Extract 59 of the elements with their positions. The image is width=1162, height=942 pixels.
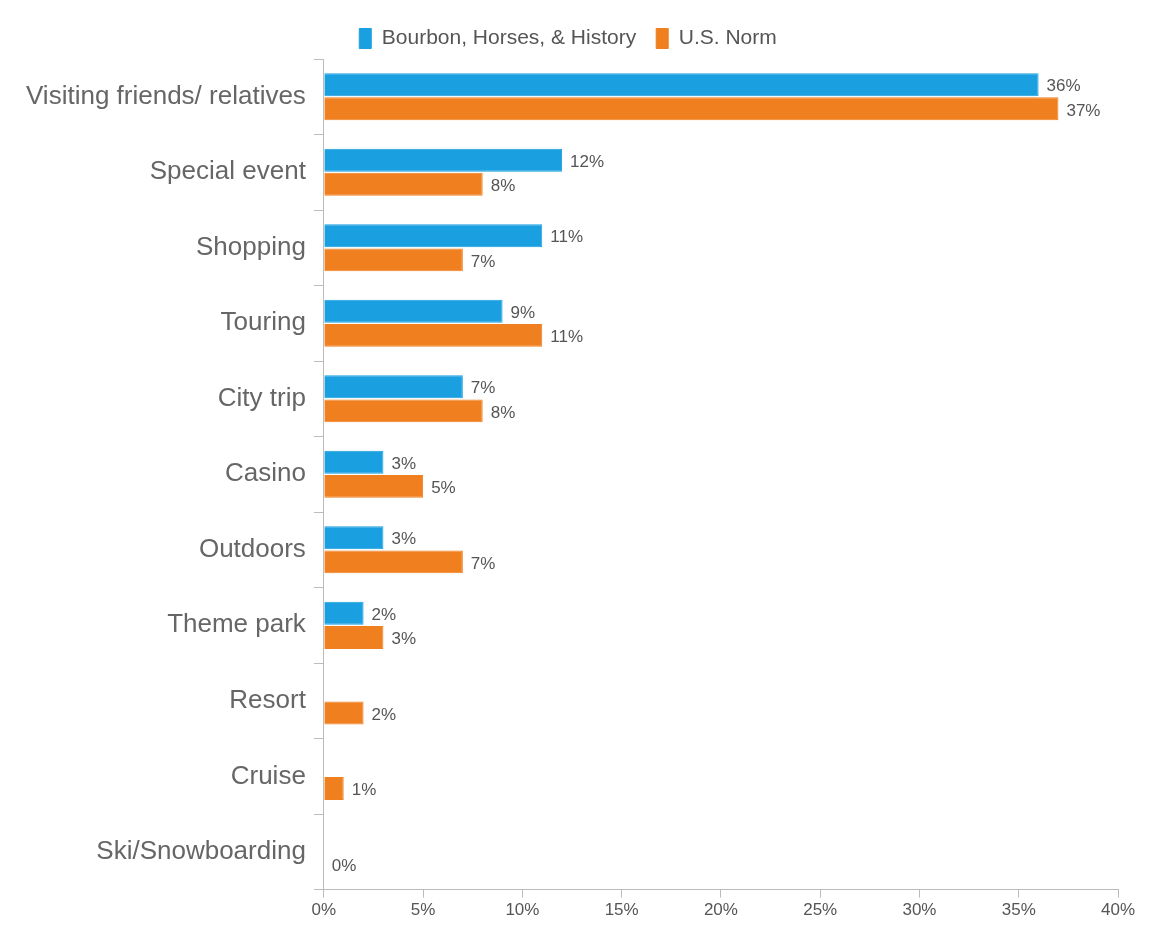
y-tick-label: Ski/Snowboarding: [96, 835, 306, 866]
y-tick-label: Special event: [149, 155, 307, 186]
bar: [324, 172, 483, 196]
bar: [324, 601, 364, 625]
legend-label: U.S. Norm: [678, 25, 777, 49]
legend-label: Bourbon, Horses, & History: [381, 25, 637, 49]
x-tick-label: 30%: [902, 900, 937, 920]
data-label: 8%: [490, 176, 516, 196]
y-tick-label: Casino: [224, 457, 306, 488]
data-label: 9%: [510, 302, 536, 322]
bar: [324, 224, 543, 248]
data-label: 11%: [550, 227, 584, 247]
y-tick-label: Outdoors: [198, 532, 306, 563]
x-tick-label: 5%: [410, 900, 436, 920]
bar: [324, 550, 463, 574]
data-label: 3%: [391, 629, 417, 649]
bar: [324, 625, 384, 649]
bar: [324, 148, 563, 172]
data-label: 3%: [391, 453, 417, 473]
data-label: 7%: [470, 553, 496, 573]
data-label: 2%: [371, 704, 397, 724]
bar: [324, 73, 1039, 97]
bar: [324, 323, 543, 347]
data-label: 0%: [331, 855, 357, 875]
x-tick-label: 15%: [604, 900, 639, 920]
y-tick-label: City trip: [217, 381, 306, 412]
data-label: 5%: [431, 478, 456, 498]
data-label: 7%: [470, 378, 496, 398]
y-tick-label: Resort: [229, 684, 307, 714]
x-tick-label: 20%: [703, 900, 738, 920]
x-tick-label: 10%: [505, 900, 540, 920]
y-tick-label: Visiting friends/ relatives: [25, 79, 306, 110]
bar: [324, 375, 463, 399]
y-tick-label: Theme park: [167, 608, 307, 639]
data-label: 11%: [550, 327, 584, 347]
data-label: 1%: [351, 780, 377, 800]
y-tick-label: Cruise: [230, 759, 306, 790]
bar: [324, 701, 364, 725]
bar: [324, 97, 1059, 121]
bar: [324, 450, 384, 474]
bar: [324, 776, 344, 800]
x-tick-label: 35%: [1001, 900, 1036, 920]
data-label: 8%: [490, 402, 516, 422]
bar: [324, 526, 384, 550]
bar: [324, 248, 463, 272]
x-tick-label: 40%: [1100, 900, 1136, 920]
bar: [324, 299, 503, 323]
data-label: 7%: [470, 251, 496, 271]
x-tick-label: 25%: [803, 900, 838, 920]
y-tick-label: Touring: [220, 306, 306, 337]
data-label: 2%: [371, 604, 397, 624]
bar: [324, 399, 483, 423]
bar: [324, 474, 424, 498]
data-label: 37%: [1066, 100, 1101, 120]
data-label: 3%: [391, 529, 417, 549]
data-label: 12%: [570, 151, 605, 171]
x-tick-label: 0%: [311, 900, 337, 920]
data-label: 36%: [1046, 76, 1081, 96]
y-tick-label: Shopping: [195, 230, 306, 261]
